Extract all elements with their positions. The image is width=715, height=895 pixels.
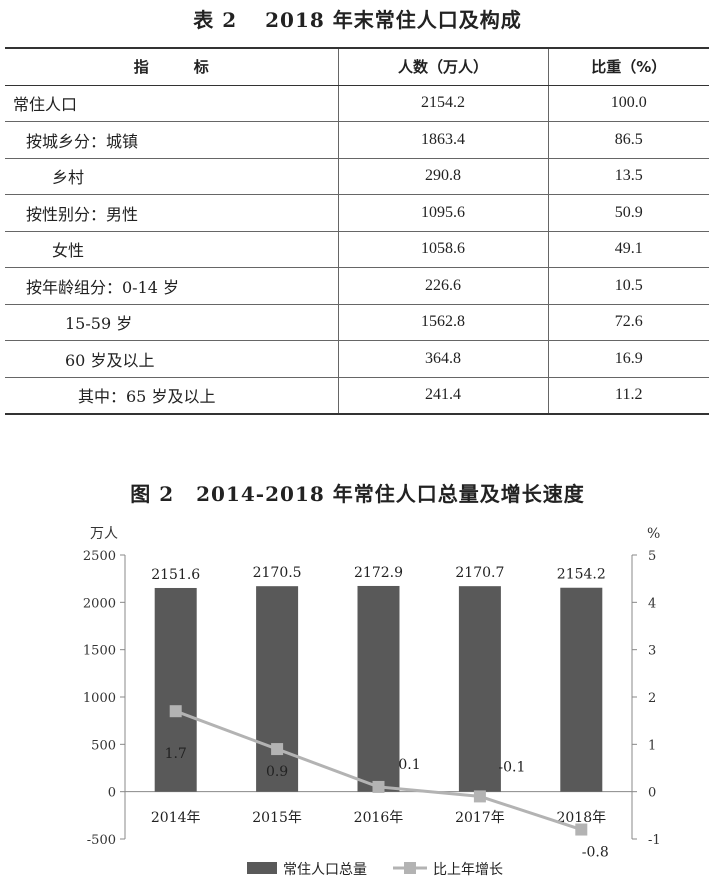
bar-value-label: 2170.5 bbox=[253, 565, 302, 581]
row-share: 49.1 bbox=[547, 231, 709, 268]
legend-bar-label: 常住人口总量 bbox=[283, 862, 367, 878]
row-share: 100.0 bbox=[547, 85, 709, 122]
population-bar bbox=[458, 586, 501, 792]
bar-value-label: 2151.6 bbox=[151, 567, 200, 583]
population-bar bbox=[256, 586, 299, 792]
population-bar bbox=[560, 587, 603, 792]
left-tick-label: 500 bbox=[91, 738, 116, 753]
row-label: 其中：65 岁及以上 bbox=[5, 377, 338, 415]
row-count: 2154.2 bbox=[337, 85, 548, 122]
right-tick-label: -1 bbox=[648, 833, 661, 848]
row-count: 1562.8 bbox=[337, 304, 548, 341]
table-header-row: 指 标 人数（万人） 比重（%） bbox=[5, 48, 709, 86]
row-label: 60 岁及以上 bbox=[5, 340, 338, 378]
header-count: 人数（万人） bbox=[337, 48, 548, 86]
chart-title: 图 2 2014-2018 年常住人口总量及增长速度 bbox=[0, 478, 715, 507]
row-label: 乡村 bbox=[5, 158, 338, 195]
left-axis-unit: 万人 bbox=[90, 526, 118, 542]
figure-number: 图 2 bbox=[130, 482, 175, 506]
growth-point bbox=[169, 705, 182, 718]
population-bar bbox=[357, 585, 400, 792]
right-axis-unit: % bbox=[647, 526, 660, 542]
right-tick-label: 1 bbox=[648, 738, 656, 753]
table-title-text: 2018 年末常住人口及构成 bbox=[265, 8, 522, 32]
table-body: 常住人口 2154.2 100.0 按城乡分：城镇 1863.4 86.5 乡村 290.8 1… bbox=[5, 85, 709, 415]
row-label: 按年龄组分：0-14 岁 bbox=[5, 267, 338, 305]
table-row: 按年龄组分：0-14 岁 226.6 10.5 bbox=[5, 267, 709, 305]
legend-bar-swatch bbox=[247, 862, 277, 874]
category-label: 2016年 bbox=[354, 810, 404, 826]
growth-point bbox=[473, 790, 486, 803]
growth-value-label: 0.9 bbox=[266, 764, 288, 780]
right-tick-label: 0 bbox=[648, 786, 656, 801]
row-label: 15-59 岁 bbox=[5, 304, 338, 341]
left-tick-label: 1500 bbox=[83, 644, 116, 659]
table-row: 60 岁及以上 364.8 16.9 bbox=[5, 340, 709, 378]
category-label: 2014年 bbox=[151, 810, 201, 826]
population-bar bbox=[154, 587, 197, 792]
chart-title-text: 2014-2018 年常住人口总量及增长速度 bbox=[196, 482, 585, 506]
growth-point bbox=[271, 743, 284, 756]
growth-value-label: 0.1 bbox=[398, 757, 420, 773]
row-label: 按城乡分：城镇 bbox=[5, 121, 338, 159]
category-label: 2015年 bbox=[252, 810, 302, 826]
row-count: 1058.6 bbox=[337, 231, 548, 268]
row-label: 按性别分：男性 bbox=[5, 194, 338, 232]
right-tick-label: 5 bbox=[648, 549, 656, 564]
bar-value-label: 2172.9 bbox=[354, 565, 403, 581]
legend-line-marker bbox=[404, 862, 416, 874]
row-count: 241.4 bbox=[337, 377, 548, 415]
table-title: 表 2 2018 年末常住人口及构成 bbox=[0, 4, 715, 33]
population-table: 指 标 人数（万人） 比重（%） 常住人口 2154.2 100.0 按城乡分：城镇 1… bbox=[5, 47, 709, 415]
row-share: 72.6 bbox=[547, 304, 709, 341]
legend-line-label: 比上年增长 bbox=[433, 862, 503, 878]
left-tick-label: -500 bbox=[87, 833, 116, 848]
row-count: 364.8 bbox=[337, 340, 548, 378]
category-label: 2017年 bbox=[455, 810, 505, 826]
category-label: 2018年 bbox=[556, 810, 606, 826]
row-label: 常住人口 bbox=[5, 85, 338, 122]
left-tick-label: 0 bbox=[108, 786, 116, 801]
growth-point bbox=[372, 780, 385, 793]
row-share: 11.2 bbox=[547, 377, 709, 415]
row-share: 13.5 bbox=[547, 158, 709, 195]
right-tick-label: 2 bbox=[648, 691, 656, 706]
table-row: 常住人口 2154.2 100.0 bbox=[5, 85, 709, 122]
row-label: 女性 bbox=[5, 231, 338, 268]
table-row: 女性 1058.6 49.1 bbox=[5, 231, 709, 268]
table-row: 按城乡分：城镇 1863.4 86.5 bbox=[5, 121, 709, 159]
row-count: 226.6 bbox=[337, 267, 548, 305]
row-share: 16.9 bbox=[547, 340, 709, 378]
header-share: 比重（%） bbox=[547, 48, 709, 86]
table-row: 其中：65 岁及以上 241.4 11.2 bbox=[5, 377, 709, 415]
row-count: 1095.6 bbox=[337, 194, 548, 232]
table-row: 按性别分：男性 1095.6 50.9 bbox=[5, 194, 709, 232]
growth-value-label: -0.1 bbox=[498, 759, 525, 775]
growth-value-label: -0.8 bbox=[582, 845, 609, 861]
row-share: 50.9 bbox=[547, 194, 709, 232]
header-indicator: 指 标 bbox=[5, 48, 338, 86]
row-count: 290.8 bbox=[337, 158, 548, 195]
right-tick-label: 3 bbox=[648, 644, 656, 659]
bar-value-label: 2170.7 bbox=[455, 565, 504, 581]
row-share: 86.5 bbox=[547, 121, 709, 159]
table-row: 15-59 岁 1562.8 72.6 bbox=[5, 304, 709, 341]
growth-value-label: 1.7 bbox=[165, 746, 187, 762]
row-share: 10.5 bbox=[547, 267, 709, 305]
row-count: 1863.4 bbox=[337, 121, 548, 159]
table-number: 表 2 bbox=[193, 8, 238, 32]
table-row: 乡村 290.8 13.5 bbox=[5, 158, 709, 195]
left-tick-label: 2000 bbox=[83, 596, 116, 611]
growth-point bbox=[575, 823, 588, 836]
left-tick-label: 2500 bbox=[83, 549, 116, 564]
left-tick-label: 1000 bbox=[83, 691, 116, 706]
bar-value-label: 2154.2 bbox=[557, 567, 606, 583]
right-tick-label: 4 bbox=[648, 596, 656, 611]
